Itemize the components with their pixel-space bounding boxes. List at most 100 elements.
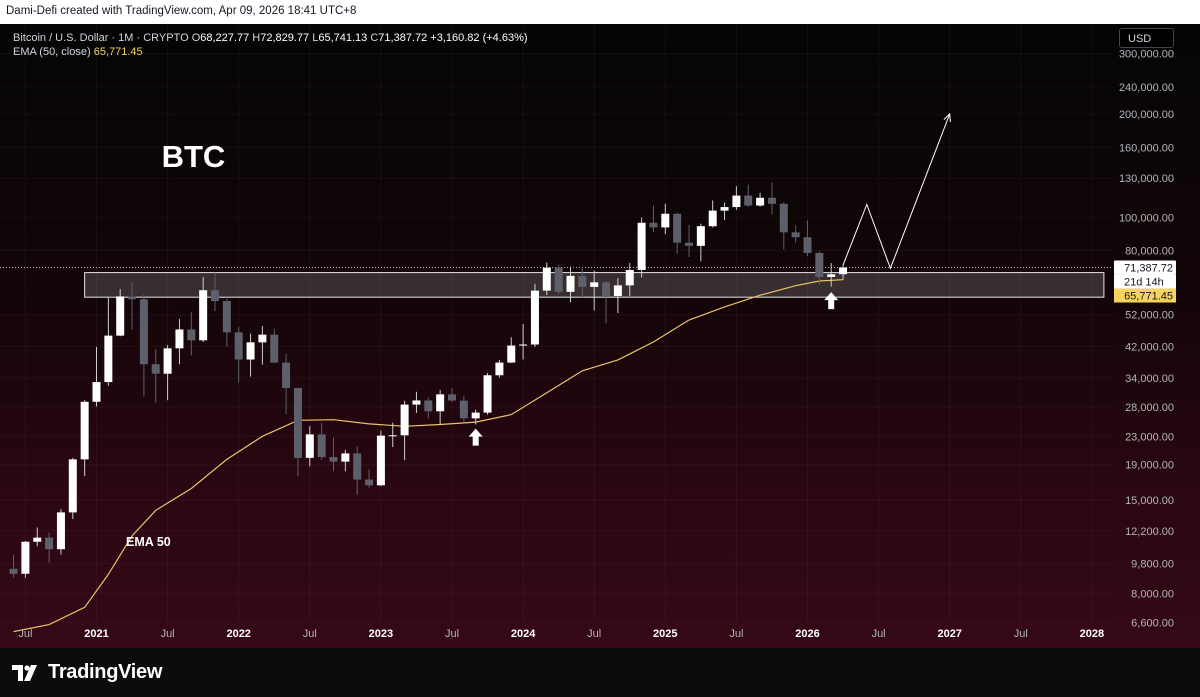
candle-body: [56, 512, 65, 550]
legend-l-label: L: [312, 32, 319, 44]
x-tick-label: 2024: [511, 628, 536, 640]
candle: [803, 220, 812, 257]
candle-body: [329, 457, 338, 462]
y-tick-label: 300,000.00: [1119, 49, 1174, 61]
candle: [827, 263, 836, 287]
candle-body: [21, 541, 30, 574]
price-labels: 71,387.72 21d 14h 65,771.45: [1114, 260, 1176, 303]
candle: [661, 203, 670, 235]
candle-body: [234, 332, 243, 360]
y-tick-label: 19,000.00: [1125, 460, 1174, 472]
y-tick-label: 160,000.00: [1119, 142, 1174, 154]
tradingview-logo[interactable]: TradingView: [12, 661, 162, 684]
legend-change: +3,160.82 (+4.63%): [430, 32, 528, 44]
candle: [507, 337, 516, 364]
candle: [116, 289, 125, 337]
tradingview-logo-icon: [12, 664, 37, 681]
candle: [791, 225, 800, 243]
footer: [0, 648, 1200, 697]
y-tick-label: 23,000.00: [1125, 431, 1174, 443]
candle: [613, 278, 622, 314]
candle: [708, 200, 717, 228]
y-tick-label: 240,000.00: [1119, 82, 1174, 94]
candle: [270, 328, 279, 363]
candle: [211, 272, 219, 312]
candle: [483, 372, 492, 415]
candle-body: [9, 568, 18, 574]
x-tick-label: 2025: [653, 628, 677, 640]
projection-layer: [842, 112, 951, 270]
candle-body: [732, 195, 741, 208]
candle: [353, 446, 362, 496]
candle: [495, 359, 504, 378]
candle: [578, 266, 587, 298]
candle: [696, 223, 705, 262]
candle: [412, 391, 421, 413]
candle: [104, 297, 113, 386]
projection-arrowhead: [943, 112, 951, 123]
candle: [21, 540, 30, 578]
candle: [685, 224, 693, 258]
annotations-layer: BTC EMA 50: [126, 139, 225, 549]
y-tick-label: 34,000.00: [1125, 373, 1174, 385]
x-tick-label: Jul: [303, 628, 317, 640]
x-tick-label: Jul: [729, 628, 743, 640]
x-tick-label: 2026: [795, 628, 819, 640]
markers-layer: [468, 292, 839, 446]
candle-body: [175, 329, 184, 349]
candle-body: [365, 479, 374, 486]
candle-body: [376, 435, 385, 486]
candle-body: [519, 344, 528, 346]
candle-body: [756, 197, 765, 206]
candle: [554, 264, 563, 295]
candle-body: [483, 375, 492, 413]
legend-l-value: 65,741.13: [318, 32, 368, 44]
candle-body: [495, 362, 504, 376]
ema-annotation: EMA 50: [126, 535, 171, 549]
candle: [246, 333, 255, 377]
candle: [448, 388, 456, 403]
candle-body: [80, 401, 89, 460]
candle: [33, 527, 42, 547]
projection-path: [842, 113, 951, 270]
candle: [56, 509, 65, 555]
countdown-label: 21d 14h: [1124, 277, 1164, 289]
candle-body: [791, 232, 800, 238]
candle-body: [400, 404, 409, 436]
x-tick-label: Jul: [445, 628, 459, 640]
candle-body: [779, 203, 788, 233]
candle-body: [448, 394, 456, 401]
candle-body: [68, 459, 77, 513]
currency-button[interactable]: USD: [1119, 28, 1174, 48]
candle-body: [258, 334, 267, 343]
current-price-label: 71,387.72: [1124, 263, 1173, 275]
candle-body: [187, 329, 196, 341]
candle-body: [507, 345, 516, 363]
y-tick-label: 28,000.00: [1125, 402, 1174, 414]
legend-h-label: H: [252, 32, 261, 44]
candle: [341, 449, 350, 472]
candle: [45, 532, 54, 563]
legend-row-2: EMA (50, close) 65,771.45: [13, 46, 143, 58]
candle: [139, 294, 148, 397]
candle: [388, 422, 397, 448]
up-arrow-marker: [824, 292, 839, 310]
candle-body: [590, 282, 599, 287]
candle-body: [151, 364, 160, 374]
legend-o-label: O: [191, 32, 201, 44]
x-axis: Jul 2021 Jul 2022 Jul 2023 Jul 2024 Jul 2025 Jul 20…: [18, 628, 1104, 640]
candle-body: [554, 267, 563, 292]
candle-body: [139, 299, 148, 365]
candle-body: [637, 222, 646, 270]
candle-body: [104, 335, 113, 383]
candle-body: [649, 222, 658, 228]
candle: [673, 213, 682, 254]
candle: [329, 437, 338, 472]
candle: [175, 319, 184, 365]
candle-body: [815, 252, 824, 277]
x-tick-label: Jul: [1014, 628, 1028, 640]
y-tick-label: 52,000.00: [1125, 310, 1174, 322]
candle: [744, 184, 753, 207]
x-tick-label: Jul: [587, 628, 601, 640]
